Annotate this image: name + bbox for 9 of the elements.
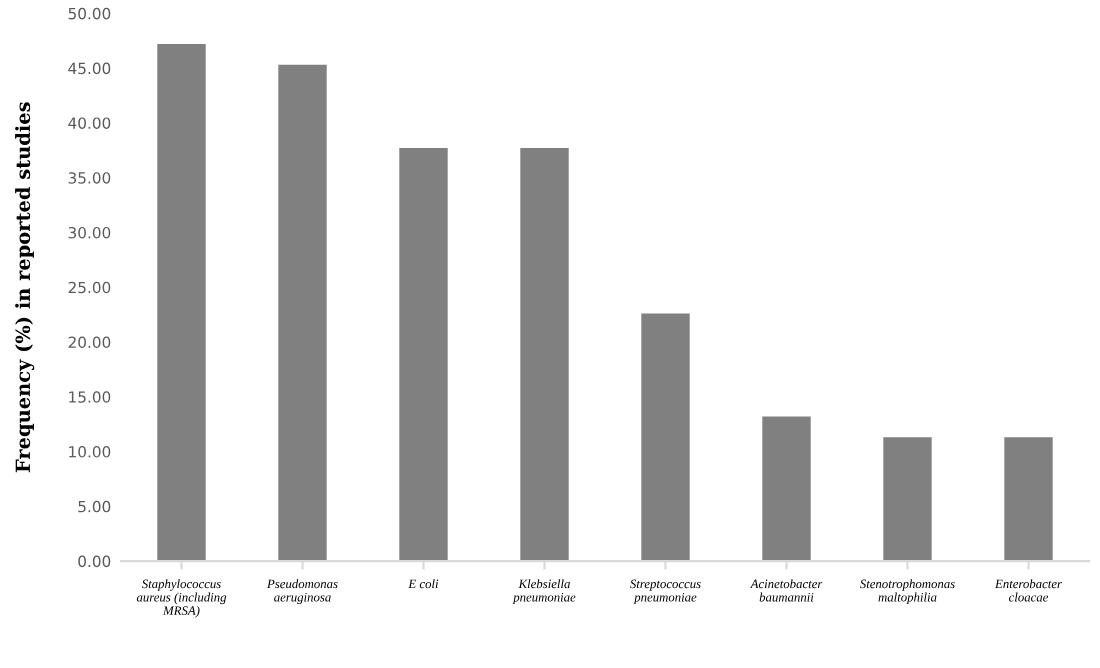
y-axis-title: Frequency (%) in reported studies (15, 102, 35, 473)
bar (157, 44, 206, 562)
bar (762, 416, 811, 562)
bar (641, 313, 690, 562)
bar (278, 64, 327, 562)
bar (520, 148, 569, 562)
bar (883, 437, 932, 562)
bar (1004, 437, 1053, 562)
bar (399, 148, 448, 562)
